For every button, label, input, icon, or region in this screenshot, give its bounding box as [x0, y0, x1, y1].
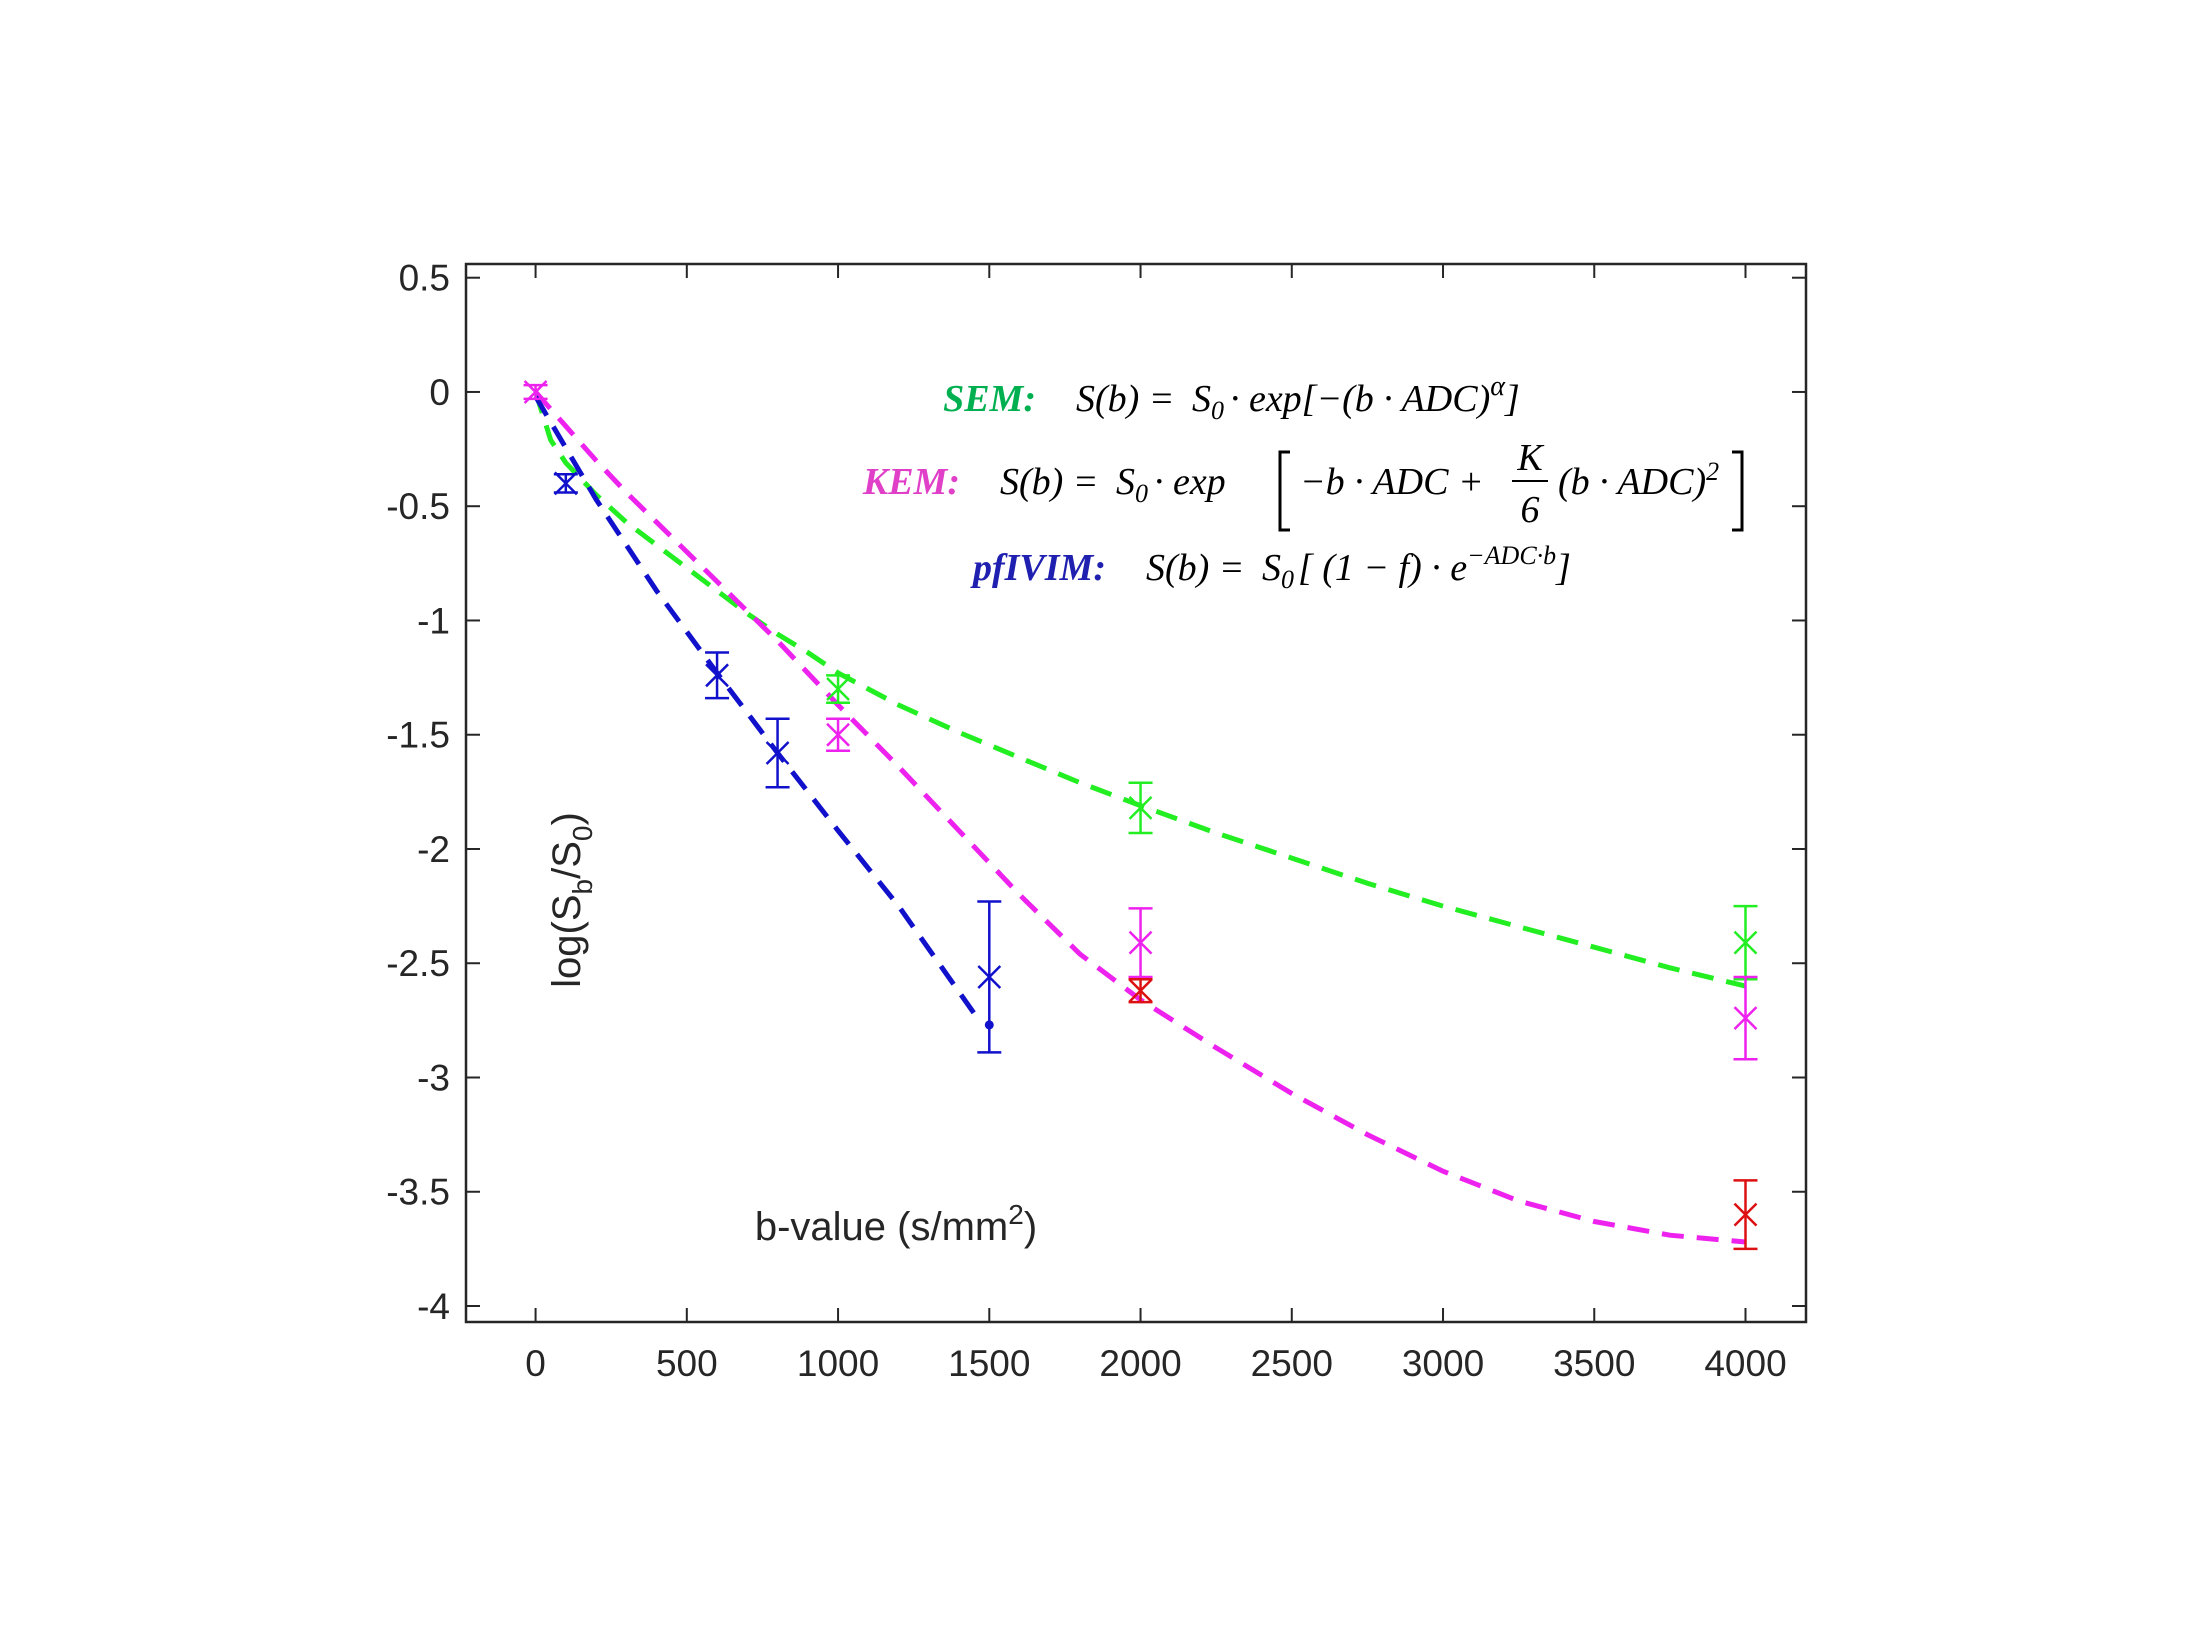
y-tick-label: -4: [417, 1286, 450, 1327]
sem-data-point: [826, 674, 851, 704]
x-tick-label: 0: [525, 1343, 546, 1384]
pfivim-equation-name: pfIVIM:: [970, 547, 1106, 589]
x-tick-label: 3500: [1553, 1343, 1635, 1384]
pfivim-equation: pfIVIM: S(b) = S0[ (1 − f) · e−ADC·b]: [970, 541, 1571, 594]
data-markers: [523, 380, 1758, 1251]
y-tick-label: -1: [417, 600, 450, 641]
kem-equation-name: KEM:: [862, 461, 960, 503]
sem-data-point: [1733, 904, 1758, 981]
pfivim-data-point: [553, 471, 578, 496]
pfivim-x-marker: [977, 965, 1002, 989]
kem-fraction-numerator: K: [1516, 437, 1544, 479]
kem-equation-formula-mid: −b · ADC +: [1300, 461, 1484, 503]
sem-x-marker: [1733, 930, 1758, 955]
kem-equation-formula-right: (b · ADC)2: [1558, 457, 1719, 503]
pfivim-fit-curve: [533, 395, 977, 1015]
sem-x-marker: [826, 677, 850, 701]
sem-equation-formula: S(b) = S0 · exp[−(b · ADC)α]: [1076, 371, 1520, 425]
kem-equation: KEM: S(b) = S0 · exp −b · ADC + K 6 (b · …: [862, 437, 1744, 532]
sem-fit-curve: [533, 391, 1747, 989]
kem-x-marker: [523, 380, 548, 404]
pfivim-data-point: [705, 651, 730, 700]
axes: 0 500 1000 1500 2000 2500 3000 3500 4000 0.5 0 -0.5…: [386, 258, 1808, 1384]
sem-equation-name: SEM:: [943, 378, 1036, 420]
outliers-data-point: [1128, 977, 1153, 1004]
fit-curves: [533, 390, 1747, 1245]
x-tick-label: 2500: [1251, 1343, 1333, 1384]
pfivim-dot-marker: [984, 1020, 994, 1030]
kem-data-point: [1128, 907, 1153, 979]
outliers-x-marker: [1733, 1202, 1758, 1227]
kem-bracket-left: [1278, 450, 1290, 532]
y-axis-label: log(Sb/S0): [545, 812, 598, 988]
x-tick-label: 3000: [1402, 1343, 1484, 1384]
kem-fit-curve: [533, 390, 1746, 1245]
x-tick-label: 1000: [797, 1343, 879, 1384]
kem-data-point: [1733, 975, 1758, 1061]
x-axis-label: b-value (s/mm2): [755, 1199, 1037, 1249]
sem-data-point: [1128, 781, 1153, 835]
x-tick-label: 2000: [1099, 1343, 1181, 1384]
x-tick-label: 4000: [1704, 1343, 1786, 1384]
y-tick-label: 0: [429, 372, 450, 413]
kem-equation-formula-left: S(b) = S0 · exp: [1000, 461, 1226, 508]
x-tick-label: 500: [656, 1343, 718, 1384]
y-tick-label: -3.5: [386, 1172, 450, 1213]
pfivim-x-marker: [553, 471, 578, 496]
sem-x-marker: [1128, 795, 1153, 820]
outliers-data-point: [1733, 1179, 1758, 1251]
kem-x-marker: [826, 722, 850, 747]
kem-fraction-denominator: 6: [1521, 489, 1540, 531]
y-tick-label: -1.5: [386, 715, 450, 756]
pfivim-data-point: [765, 717, 790, 789]
pfivim-x-marker: [765, 741, 790, 765]
y-tick-label: -0.5: [386, 486, 450, 527]
sem-equation: SEM: S(b) = S0 · exp[−(b · ADC)α]: [943, 371, 1520, 425]
kem-data-point: [826, 717, 851, 752]
kem-data-point: [523, 380, 548, 404]
kem-x-marker: [1128, 930, 1153, 955]
outliers-x-marker: [1128, 978, 1153, 1003]
plot-area-box: [464, 262, 1808, 1324]
kem-x-marker: [1733, 1006, 1758, 1030]
pfivim-equation-formula: S(b) = S0[ (1 − f) · e−ADC·b]: [1146, 541, 1571, 594]
y-tick-label: 0.5: [399, 258, 450, 299]
pfivim-x-marker: [705, 663, 729, 688]
x-tick-label: 1500: [948, 1343, 1030, 1384]
y-tick-label: -2.5: [386, 943, 450, 984]
y-tick-label: -3: [417, 1057, 450, 1098]
y-tick-label: -2: [417, 829, 450, 870]
kem-bracket-right: [1732, 450, 1744, 532]
